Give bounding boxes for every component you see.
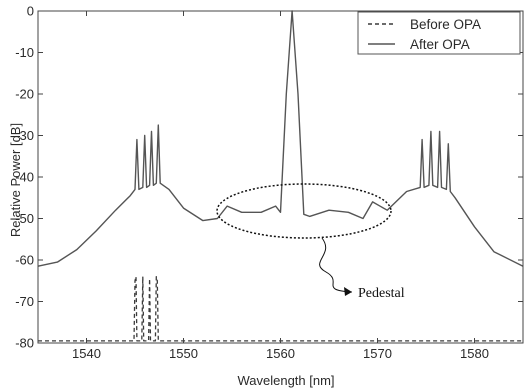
series-line-after-opa	[37, 10, 524, 267]
pedestal-arrowhead	[344, 287, 352, 296]
y-tick-label: -60	[15, 253, 34, 268]
x-tick-label: 1540	[72, 346, 101, 361]
y-tick-label: -80	[15, 336, 34, 351]
y-tick-label: 0	[27, 4, 34, 19]
x-axis-label: Wavelength [nm]	[237, 373, 334, 388]
y-tick-label: -50	[15, 211, 34, 226]
legend: Before OPA After OPA	[357, 11, 521, 55]
y-axis-label: Relative Power [dB]	[8, 123, 23, 237]
y-tick-label: -30	[15, 128, 34, 143]
pedestal-ellipse	[216, 183, 392, 239]
axes	[37, 10, 524, 344]
pedestal-leader-line	[319, 237, 353, 293]
legend-after-label: After OPA	[410, 37, 470, 52]
y-tick-label: -20	[15, 87, 34, 102]
x-tick-label: 1570	[363, 346, 392, 361]
y-tick-label: -10	[15, 45, 34, 60]
pedestal-label: Pedestal	[358, 286, 405, 301]
y-tick-label: -70	[15, 294, 34, 309]
x-tick-label: 1580	[460, 346, 489, 361]
legend-before-label: Before OPA	[410, 17, 481, 32]
y-tick-label: -40	[15, 170, 34, 185]
x-tick-label: 1560	[266, 346, 295, 361]
x-tick-label: 1550	[169, 346, 198, 361]
plot-area	[37, 10, 524, 342]
tick-labels: 1540 1550 1560 1570 1580 0 -10 -20 -30 -40 -50 -60 -…	[15, 4, 489, 362]
legend-box	[357, 11, 521, 55]
pedestal-annotation: Pedestal	[216, 183, 405, 301]
series-line-before-opa	[38, 275, 523, 342]
